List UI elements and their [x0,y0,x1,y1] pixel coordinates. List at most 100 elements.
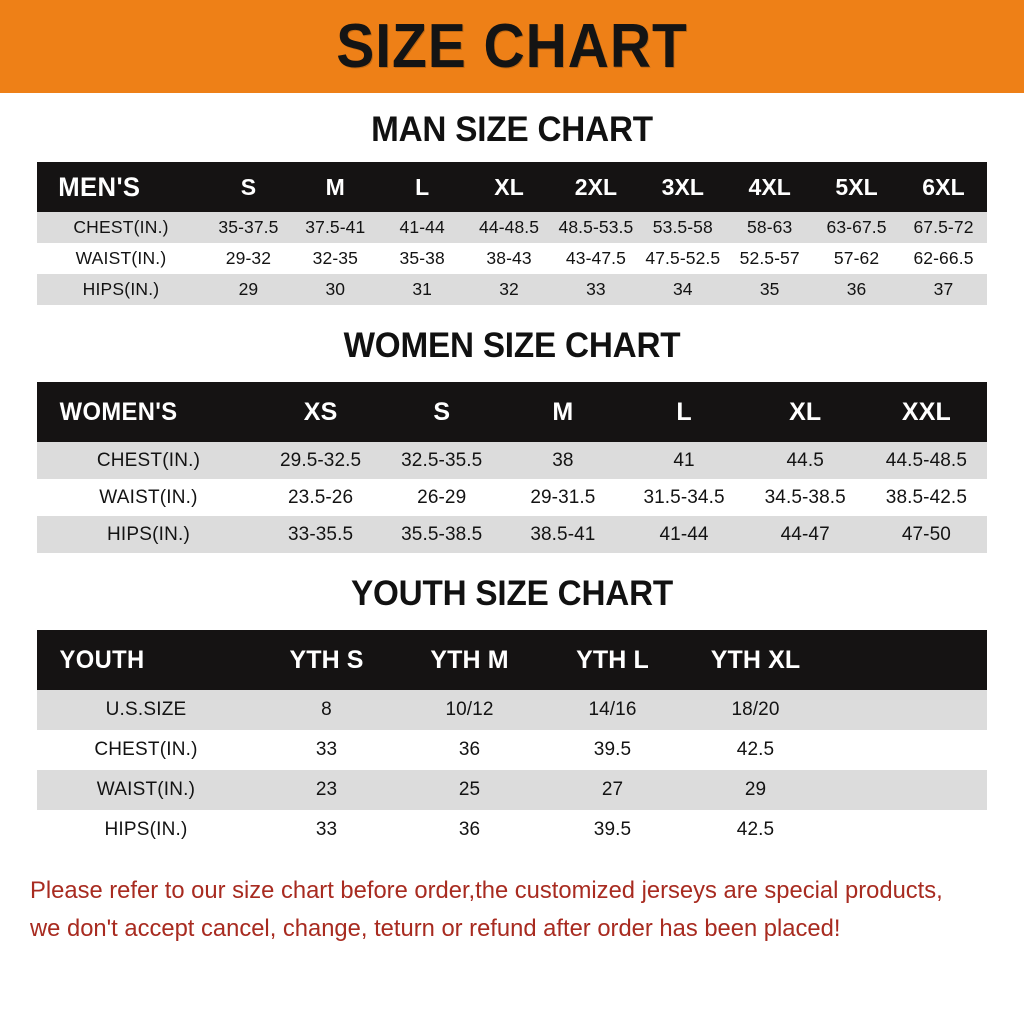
column-header: L [415,173,430,200]
table-cell: 8 [321,699,332,720]
table-cell: 31.5-34.5 [643,486,725,508]
section-youth-size-chart: YOUTH SIZE CHART YOUTH YTH S YTH M YTH L… [0,574,1024,850]
column-header: XXL [901,397,951,426]
row-label: CHEST(IN.) [94,739,198,760]
spacer-cell [827,630,987,690]
page-title: SIZE CHART [336,11,688,81]
table-cell: 41 [673,449,695,471]
footer-line-1: Please refer to our size chart before or… [29,877,943,904]
table-cell: 44.5-48.5 [885,449,967,471]
table-cell: 41-44 [399,217,445,237]
table-cell: 38.5-42.5 [885,486,967,508]
table-cell: 29 [238,279,259,299]
page-banner: SIZE CHART [0,0,1024,93]
table-cell: 35.5-38.5 [401,523,483,545]
table-cell: 38.5-41 [530,523,596,545]
table-row: HIPS(IN.) 33-35.5 35.5-38.5 38.5-41 41-4… [37,516,987,553]
table-cell: 18/20 [731,699,780,720]
table-cell: 31 [412,279,433,299]
table-row: CHEST(IN.) 29.5-32.5 32.5-35.5 38 41 44.… [37,442,987,479]
table-cell: 36 [458,819,481,840]
table-header-row: WOMEN'S XS S M L XL XXL [37,382,987,442]
footer-line-2: we don't accept cancel, change, teturn o… [29,914,840,942]
column-header: YTH XL [710,645,801,674]
table-row: WAIST(IN.) 23 25 27 29 [37,770,987,810]
table-cell: 42.5 [736,739,775,760]
table-cell: 33-35.5 [288,523,354,545]
section-man-size-chart: MAN SIZE CHART MEN'S S M L XL 2XL 3XL 4X… [0,110,1024,305]
table-cell: 36 [458,739,481,760]
man-size-table: MEN'S S M L XL 2XL 3XL 4XL 5XL 6XL CHEST… [37,162,987,305]
table-cell: 29-31.5 [530,486,596,508]
table-row: WAIST(IN.) 29-32 32-35 35-38 38-43 43-47… [37,243,987,274]
table-cell: 44.5 [786,449,824,471]
row-label: CHEST(IN.) [96,449,201,471]
column-header: XL [494,173,524,200]
table-cell: 30 [325,279,346,299]
table-row: WAIST(IN.) 23.5-26 26-29 29-31.5 31.5-34… [37,479,987,516]
table-row: U.S.SIZE 8 10/12 14/16 18/20 [37,690,987,730]
table-cell: 36 [846,279,867,299]
corner-label: MEN'S [58,171,141,202]
table-cell: 29-32 [225,248,272,268]
section-title-youth: YOUTH SIZE CHART [350,574,674,613]
table-cell: 26-29 [417,486,467,508]
column-header: S [433,397,451,426]
table-cell: 29.5-32.5 [279,449,362,471]
table-cell: 33 [315,819,338,840]
table-cell: 58-63 [747,217,793,237]
table-cell: 39.5 [593,819,632,840]
row-label: WAIST(IN.) [75,248,167,268]
table-cell: 32.5-35.5 [401,449,483,471]
column-header: 2XL [574,173,618,200]
table-cell: 38-43 [486,248,532,268]
table-cell: 14/16 [588,699,637,720]
table-cell: 32 [499,279,519,299]
table-cell: 32-35 [312,248,358,268]
row-label: U.S.SIZE [105,699,187,720]
spacer-cell [827,730,987,770]
column-header: YTH L [576,645,649,674]
column-header: 3XL [661,173,705,200]
column-header: XS [303,397,338,426]
column-header: M [325,173,345,200]
section-title-man: MAN SIZE CHART [371,110,653,149]
table-cell: 35-38 [399,248,445,268]
section-women-size-chart: WOMEN SIZE CHART WOMEN'S XS S M L XL XXL… [0,326,1024,553]
table-cell: 63-67.5 [826,217,887,237]
table-header-row: MEN'S S M L XL 2XL 3XL 4XL 5XL 6XL [37,162,987,212]
spacer-cell [827,690,987,730]
table-cell: 33 [586,279,606,299]
column-header: L [676,397,692,426]
table-cell: 37.5-41 [305,217,366,237]
table-cell: 62-66.5 [913,248,974,268]
corner-label: YOUTH [59,645,145,674]
table-cell: 38 [552,449,574,471]
column-header: YTH M [430,645,509,674]
youth-size-table: YOUTH YTH S YTH M YTH L YTH XL U.S.SIZE … [37,630,987,850]
row-label: WAIST(IN.) [99,486,198,508]
table-cell: 48.5-53.5 [558,217,634,237]
table-cell: 42.5 [736,819,775,840]
table-cell: 23 [315,779,338,800]
table-cell: 10/12 [445,699,494,720]
column-header: M [552,397,574,426]
column-header: S [240,173,257,200]
row-label: CHEST(IN.) [73,217,169,237]
table-cell: 35 [759,279,780,299]
footer-disclaimer: Please refer to our size chart before or… [30,872,966,948]
section-title-women: WOMEN SIZE CHART [343,326,681,365]
table-cell: 53.5-58 [652,217,713,237]
table-cell: 29 [744,779,767,800]
table-cell: 34.5-38.5 [764,486,846,508]
table-cell: 44-47 [780,523,830,545]
table-cell: 57-62 [833,248,880,268]
table-cell: 23.5-26 [288,486,354,508]
row-label: WAIST(IN.) [96,779,196,800]
table-header-row: YOUTH YTH S YTH M YTH L YTH XL [37,630,987,690]
table-cell: 25 [458,779,481,800]
table-cell: 47.5-52.5 [645,248,721,268]
table-row: CHEST(IN.) 35-37.5 37.5-41 41-44 44-48.5… [37,212,987,243]
row-label: HIPS(IN.) [106,523,191,545]
table-cell: 27 [601,779,624,800]
